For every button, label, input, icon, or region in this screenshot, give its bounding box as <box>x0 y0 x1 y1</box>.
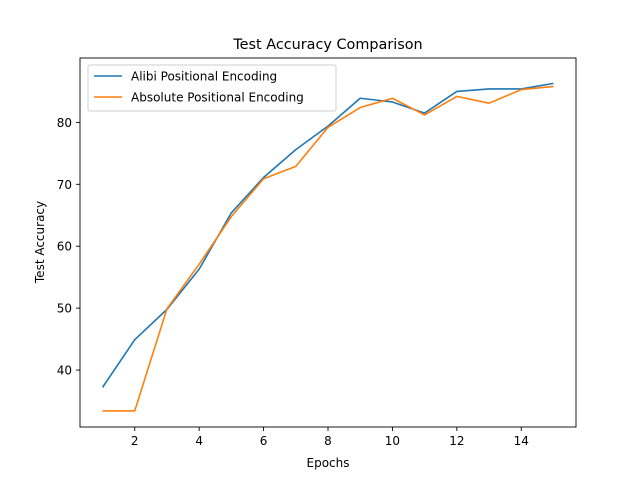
x-axis-label: Epochs <box>307 456 350 470</box>
legend-box <box>87 64 337 112</box>
series-line-2 <box>102 85 554 412</box>
y-tick-label: 80 <box>57 116 72 130</box>
legend: Alibi Positional Encoding Absolute Positi… <box>87 64 337 112</box>
y-tick-label: 40 <box>57 364 72 378</box>
x-axis: 2 4 6 8 10 12 14 <box>131 427 529 448</box>
y-axis-label: Test Accuracy <box>33 201 47 284</box>
x-tick-label: 12 <box>449 434 464 448</box>
series-lines <box>101 82 554 412</box>
y-axis: 40 50 60 70 80 <box>57 116 80 378</box>
x-tick-label: 10 <box>385 434 400 448</box>
x-tick-label: 4 <box>195 434 203 448</box>
chart-title: Test Accuracy Comparison <box>232 37 422 53</box>
y-tick-label: 70 <box>57 178 72 192</box>
x-tick-label: 8 <box>324 434 332 448</box>
x-tick-label: 14 <box>514 434 529 448</box>
x-tick-label: 6 <box>260 434 268 448</box>
y-tick-label: 50 <box>57 302 72 316</box>
legend-label-2: Absolute Positional Encoding <box>131 91 304 105</box>
x-tick-label: 2 <box>131 434 139 448</box>
series-line-1 <box>101 82 554 388</box>
y-tick-label: 60 <box>57 240 72 254</box>
legend-label-1: Alibi Positional Encoding <box>131 70 277 84</box>
